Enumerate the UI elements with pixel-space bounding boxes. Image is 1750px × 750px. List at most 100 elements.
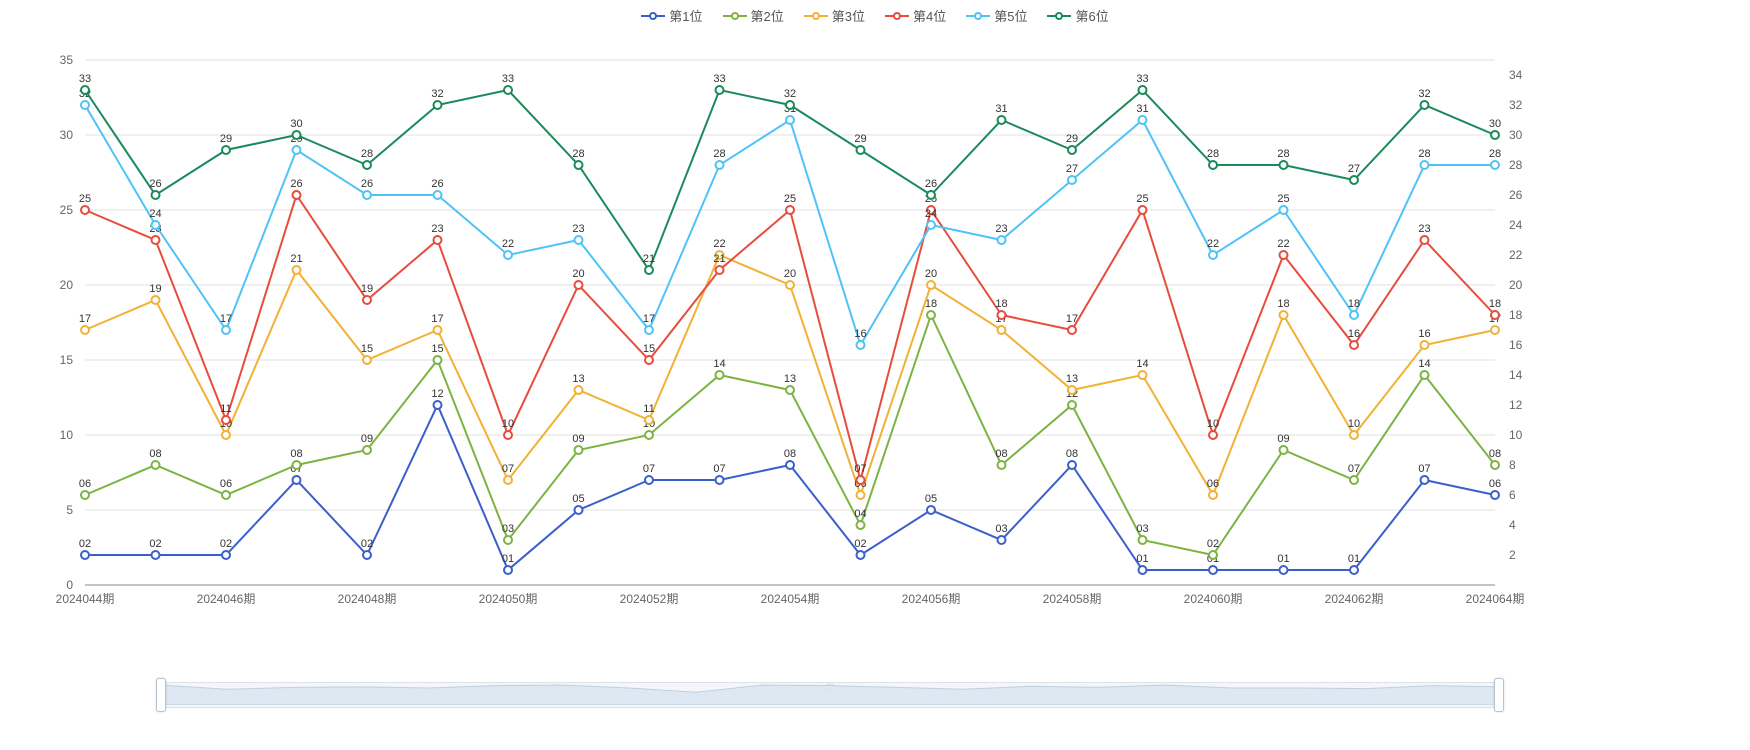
data-point[interactable] [857,341,865,349]
data-point[interactable] [575,281,583,289]
data-point[interactable] [1350,476,1358,484]
data-point[interactable] [222,326,230,334]
data-point[interactable] [1209,566,1217,574]
data-point[interactable] [927,191,935,199]
data-point[interactable] [1068,176,1076,184]
data-point[interactable] [293,266,301,274]
data-point[interactable] [716,476,724,484]
data-point[interactable] [575,161,583,169]
data-point[interactable] [81,101,89,109]
data-point[interactable] [575,506,583,514]
data-point[interactable] [293,476,301,484]
data-point[interactable] [1491,311,1499,319]
data-point[interactable] [504,431,512,439]
data-point[interactable] [716,161,724,169]
legend-item-2[interactable]: 第2位 [723,6,784,25]
data-point[interactable] [786,101,794,109]
legend-item-1[interactable]: 第1位 [641,6,702,25]
data-point[interactable] [716,266,724,274]
data-point[interactable] [1139,371,1147,379]
data-point[interactable] [504,86,512,94]
data-point[interactable] [857,521,865,529]
data-point[interactable] [1068,461,1076,469]
data-point[interactable] [1209,431,1217,439]
data-point[interactable] [222,416,230,424]
data-point[interactable] [786,281,794,289]
data-point[interactable] [1491,161,1499,169]
data-point[interactable] [152,551,160,559]
data-point[interactable] [998,311,1006,319]
data-point[interactable] [363,551,371,559]
data-point[interactable] [293,461,301,469]
data-point[interactable] [1280,161,1288,169]
data-point[interactable] [1139,566,1147,574]
data-point[interactable] [434,236,442,244]
data-point[interactable] [81,206,89,214]
data-point[interactable] [222,551,230,559]
legend-item-4[interactable]: 第4位 [885,6,946,25]
data-point[interactable] [927,311,935,319]
data-point[interactable] [998,536,1006,544]
data-point[interactable] [1421,341,1429,349]
data-point[interactable] [1209,161,1217,169]
data-point[interactable] [998,116,1006,124]
data-point[interactable] [434,356,442,364]
data-point[interactable] [998,326,1006,334]
data-point[interactable] [857,476,865,484]
data-point[interactable] [81,326,89,334]
data-point[interactable] [363,446,371,454]
data-point[interactable] [1421,101,1429,109]
data-point[interactable] [293,131,301,139]
data-point[interactable] [927,506,935,514]
data-point[interactable] [152,296,160,304]
data-point[interactable] [1209,251,1217,259]
data-point[interactable] [1491,326,1499,334]
data-point[interactable] [1139,116,1147,124]
data-point[interactable] [1280,446,1288,454]
data-point[interactable] [1350,431,1358,439]
data-point[interactable] [857,491,865,499]
data-point[interactable] [1421,236,1429,244]
data-point[interactable] [1280,251,1288,259]
data-point[interactable] [998,236,1006,244]
data-point[interactable] [857,551,865,559]
data-point[interactable] [1068,386,1076,394]
data-point[interactable] [786,116,794,124]
data-point[interactable] [152,461,160,469]
data-point[interactable] [1068,146,1076,154]
data-point[interactable] [434,101,442,109]
data-point[interactable] [1421,371,1429,379]
data-point[interactable] [152,236,160,244]
legend-item-6[interactable]: 第6位 [1047,6,1108,25]
data-point[interactable] [363,161,371,169]
data-point[interactable] [645,431,653,439]
data-point[interactable] [645,416,653,424]
data-point[interactable] [434,326,442,334]
data-point[interactable] [363,296,371,304]
data-point[interactable] [716,371,724,379]
data-point[interactable] [645,476,653,484]
data-point[interactable] [1139,206,1147,214]
data-point[interactable] [1139,86,1147,94]
data-point[interactable] [1491,131,1499,139]
data-point[interactable] [1491,461,1499,469]
data-point[interactable] [1068,401,1076,409]
data-point[interactable] [222,491,230,499]
data-point[interactable] [152,191,160,199]
data-point[interactable] [504,566,512,574]
data-point[interactable] [363,191,371,199]
data-point[interactable] [504,536,512,544]
data-point[interactable] [1421,161,1429,169]
legend-item-5[interactable]: 第5位 [966,6,1027,25]
data-point[interactable] [1280,206,1288,214]
data-point[interactable] [575,446,583,454]
data-point[interactable] [1350,176,1358,184]
data-point[interactable] [575,386,583,394]
slider-handle-right[interactable] [1494,678,1504,712]
data-point[interactable] [1209,551,1217,559]
data-point[interactable] [504,251,512,259]
data-point[interactable] [1280,311,1288,319]
data-point[interactable] [927,221,935,229]
data-point[interactable] [222,431,230,439]
data-point[interactable] [504,476,512,484]
